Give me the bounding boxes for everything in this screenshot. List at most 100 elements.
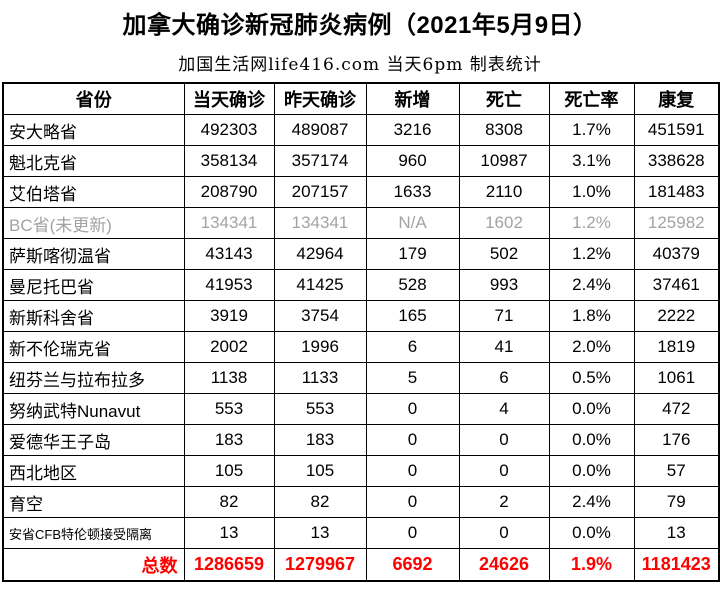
cell-today: 208790 bbox=[183, 176, 275, 208]
cell-new_cases: 0 bbox=[365, 393, 460, 425]
cell-deaths: 10987 bbox=[458, 145, 550, 177]
table-row: 育空 82 82 0 2 2.4% 79 bbox=[2, 486, 720, 518]
table-row: 纽芬兰与拉布拉多 1138 1133 5 6 0.5% 1061 bbox=[2, 362, 720, 394]
cell-new_cases: 179 bbox=[365, 238, 460, 270]
table-row: 安大略省 492303 489087 3216 8308 1.7% 451591 bbox=[2, 114, 720, 146]
cell-new_cases: 165 bbox=[365, 300, 460, 332]
table-row: 安省CFB特伦顿接受隔离 13 13 0 0 0.0% 13 bbox=[2, 517, 720, 549]
cell-recovered: 1819 bbox=[633, 331, 720, 363]
cell-recovered: 1181423 bbox=[633, 548, 720, 582]
cell-province: 安省CFB特伦顿接受隔离 bbox=[2, 517, 185, 549]
cell-recovered: 57 bbox=[633, 455, 720, 487]
cell-recovered: 176 bbox=[633, 424, 720, 456]
cell-province: 爱德华王子岛 bbox=[2, 424, 185, 456]
table-row: 努纳武特Nunavut 553 553 0 4 0.0% 472 bbox=[2, 393, 720, 425]
table-row: 新斯科舍省 3919 3754 165 71 1.8% 2222 bbox=[2, 300, 720, 332]
cell-new_cases: N/A bbox=[365, 207, 460, 239]
cell-deaths: 8308 bbox=[458, 114, 550, 146]
cell-recovered: 181483 bbox=[633, 176, 720, 208]
cell-province: 纽芬兰与拉布拉多 bbox=[2, 362, 185, 394]
cell-yesterday: 1996 bbox=[273, 331, 367, 363]
page-subtitle: 加国生活网life416.com 当天6pm 制表统计 bbox=[178, 55, 542, 75]
cell-recovered: 37461 bbox=[633, 269, 720, 301]
cell-deaths: 502 bbox=[458, 238, 550, 270]
cell-yesterday: 82 bbox=[273, 486, 367, 518]
cell-death_rate: 1.7% bbox=[548, 114, 635, 146]
cell-province: 西北地区 bbox=[2, 455, 185, 487]
cell-yesterday: 1279967 bbox=[273, 548, 367, 582]
cell-death_rate: 0.0% bbox=[548, 393, 635, 425]
cell-province: 新斯科舍省 bbox=[2, 300, 185, 332]
cell-today: 492303 bbox=[183, 114, 275, 146]
cell-death_rate: 2.4% bbox=[548, 269, 635, 301]
cell-yesterday: 105 bbox=[273, 455, 367, 487]
cell-recovered: 472 bbox=[633, 393, 720, 425]
column-header-today: 当天确诊 bbox=[183, 82, 275, 115]
cell-today: 1138 bbox=[183, 362, 275, 394]
cell-province: 努纳武特Nunavut bbox=[2, 393, 185, 425]
cell-death_rate: 0.0% bbox=[548, 424, 635, 456]
cell-today: 134341 bbox=[183, 207, 275, 239]
cell-deaths: 1602 bbox=[458, 207, 550, 239]
column-header-new_cases: 新增 bbox=[365, 82, 460, 115]
cell-deaths: 4 bbox=[458, 393, 550, 425]
column-header-province: 省份 bbox=[2, 82, 185, 115]
cell-death_rate: 0.5% bbox=[548, 362, 635, 394]
cell-today: 82 bbox=[183, 486, 275, 518]
cell-death_rate: 1.2% bbox=[548, 207, 635, 239]
table-row: 魁北克省 358134 357174 960 10987 3.1% 338628 bbox=[2, 145, 720, 177]
cell-new_cases: 3216 bbox=[365, 114, 460, 146]
cell-death_rate: 0.0% bbox=[548, 455, 635, 487]
total-row: 总数 1286659 1279967 6692 24626 1.9% 1181423 bbox=[2, 548, 720, 582]
cell-new_cases: 960 bbox=[365, 145, 460, 177]
cell-today: 2002 bbox=[183, 331, 275, 363]
cell-new_cases: 6692 bbox=[365, 548, 460, 582]
cell-new_cases: 0 bbox=[365, 455, 460, 487]
cell-new_cases: 1633 bbox=[365, 176, 460, 208]
cell-death_rate: 1.2% bbox=[548, 238, 635, 270]
cell-yesterday: 42964 bbox=[273, 238, 367, 270]
cell-new_cases: 0 bbox=[365, 517, 460, 549]
cell-today: 13 bbox=[183, 517, 275, 549]
cell-deaths: 2110 bbox=[458, 176, 550, 208]
table-row: 曼尼托巴省 41953 41425 528 993 2.4% 37461 bbox=[2, 269, 720, 301]
cell-new_cases: 0 bbox=[365, 424, 460, 456]
cell-yesterday: 553 bbox=[273, 393, 367, 425]
cell-deaths: 993 bbox=[458, 269, 550, 301]
cell-today: 358134 bbox=[183, 145, 275, 177]
cell-today: 41953 bbox=[183, 269, 275, 301]
cell-province: 艾伯塔省 bbox=[2, 176, 185, 208]
cell-yesterday: 1133 bbox=[273, 362, 367, 394]
cell-death_rate: 2.0% bbox=[548, 331, 635, 363]
cell-yesterday: 357174 bbox=[273, 145, 367, 177]
cell-province: 育空 bbox=[2, 486, 185, 518]
cell-yesterday: 183 bbox=[273, 424, 367, 456]
cell-new_cases: 5 bbox=[365, 362, 460, 394]
cell-yesterday: 3754 bbox=[273, 300, 367, 332]
cell-recovered: 125982 bbox=[633, 207, 720, 239]
page-title: 加拿大确诊新冠肺炎病例（2021年5月9日） bbox=[122, 12, 598, 39]
cell-deaths: 0 bbox=[458, 424, 550, 456]
cell-death_rate: 1.9% bbox=[548, 548, 635, 582]
cell-yesterday: 489087 bbox=[273, 114, 367, 146]
cell-province: BC省(未更新) bbox=[2, 207, 185, 239]
column-header-death_rate: 死亡率 bbox=[548, 82, 635, 115]
cell-deaths: 6 bbox=[458, 362, 550, 394]
cell-province: 曼尼托巴省 bbox=[2, 269, 185, 301]
cell-yesterday: 207157 bbox=[273, 176, 367, 208]
cell-recovered: 40379 bbox=[633, 238, 720, 270]
cell-today: 1286659 bbox=[183, 548, 275, 582]
cell-today: 105 bbox=[183, 455, 275, 487]
cell-province: 新不伦瑞克省 bbox=[2, 331, 185, 363]
cell-today: 3919 bbox=[183, 300, 275, 332]
cell-deaths: 24626 bbox=[458, 548, 550, 582]
cell-province: 萨斯喀彻温省 bbox=[2, 238, 185, 270]
cell-death_rate: 1.0% bbox=[548, 176, 635, 208]
table-row: BC省(未更新) 134341 134341 N/A 1602 1.2% 125982 bbox=[2, 207, 720, 239]
cell-deaths: 0 bbox=[458, 517, 550, 549]
table-row: 爱德华王子岛 183 183 0 0 0.0% 176 bbox=[2, 424, 720, 456]
cell-today: 43143 bbox=[183, 238, 275, 270]
cell-today: 553 bbox=[183, 393, 275, 425]
table-row: 艾伯塔省 208790 207157 1633 2110 1.0% 181483 bbox=[2, 176, 720, 208]
cell-deaths: 0 bbox=[458, 455, 550, 487]
